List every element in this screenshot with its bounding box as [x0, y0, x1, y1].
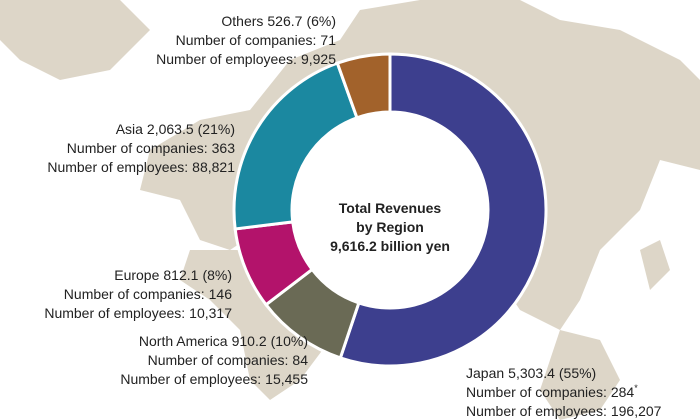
region-name: Others	[221, 13, 263, 29]
region-share: (6%)	[306, 13, 336, 29]
employees-value: 15,455	[265, 371, 308, 387]
companies-label: Number of companies: 146	[64, 286, 232, 302]
employees-label: Number of employees: 15,455	[120, 371, 308, 387]
employees-caption: Number of employees:	[156, 51, 297, 67]
region-label: Japan 5,303.4 (55%)	[466, 365, 596, 381]
region-label: North America 910.2 (10%)	[139, 333, 308, 349]
region-label: Asia 2,063.5 (21%)	[116, 121, 235, 137]
region-name: Japan	[466, 365, 504, 381]
employees-caption: Number of employees:	[120, 371, 261, 387]
employees-value: 9,925	[301, 51, 336, 67]
region-label: Europe 812.1 (8%)	[114, 267, 232, 283]
companies-caption: Number of companies:	[176, 32, 317, 48]
donut-hole	[290, 110, 490, 310]
region-label: Others 526.7 (6%)	[221, 13, 336, 29]
employees-label: Number of employees: 88,821	[47, 159, 235, 175]
employees-value: 196,207	[611, 403, 662, 419]
region-value: 812.1	[163, 267, 198, 283]
center-text: by Region	[356, 219, 424, 235]
companies-label: Number of companies: 284*	[466, 383, 638, 400]
companies-label: Number of companies: 84	[148, 352, 309, 368]
region-value: 526.7	[267, 13, 302, 29]
footnote-mark: *	[634, 383, 638, 393]
region-value: 5,303.4	[508, 365, 555, 381]
companies-caption: Number of companies:	[466, 384, 607, 400]
companies-caption: Number of companies:	[148, 352, 289, 368]
region-share: (55%)	[559, 365, 596, 381]
companies-caption: Number of companies:	[64, 286, 205, 302]
companies-caption: Number of companies:	[67, 140, 208, 156]
employees-label: Number of employees: 10,317	[44, 305, 232, 321]
region-value: 910.2	[232, 333, 267, 349]
companies-value: 71	[320, 32, 336, 48]
center-text: Total Revenues	[339, 200, 442, 216]
employees-label: Number of employees: 196,207	[466, 403, 662, 419]
employees-label: Number of employees: 9,925	[156, 51, 336, 67]
donut-segment	[338, 52, 548, 368]
region-name: Asia	[116, 121, 143, 137]
region-name: Europe	[114, 267, 159, 283]
employees-value: 10,317	[189, 305, 232, 321]
region-share: (10%)	[271, 333, 308, 349]
companies-value: 146	[209, 286, 233, 302]
region-value: 2,063.5	[147, 121, 194, 137]
employees-caption: Number of employees:	[466, 403, 607, 419]
companies-value: 84	[292, 352, 308, 368]
center-text: 9,616.2 billion yen	[330, 238, 450, 254]
region-share: (21%)	[198, 121, 235, 137]
donut-segment	[335, 52, 392, 120]
employees-caption: Number of employees:	[47, 159, 188, 175]
region-name: North America	[139, 333, 228, 349]
companies-value: 284	[611, 384, 635, 400]
employees-caption: Number of employees:	[44, 305, 185, 321]
employees-value: 88,821	[192, 159, 235, 175]
companies-label: Number of companies: 71	[176, 32, 337, 48]
region-share: (8%)	[202, 267, 232, 283]
companies-label: Number of companies: 363	[67, 140, 235, 156]
companies-value: 363	[212, 140, 236, 156]
